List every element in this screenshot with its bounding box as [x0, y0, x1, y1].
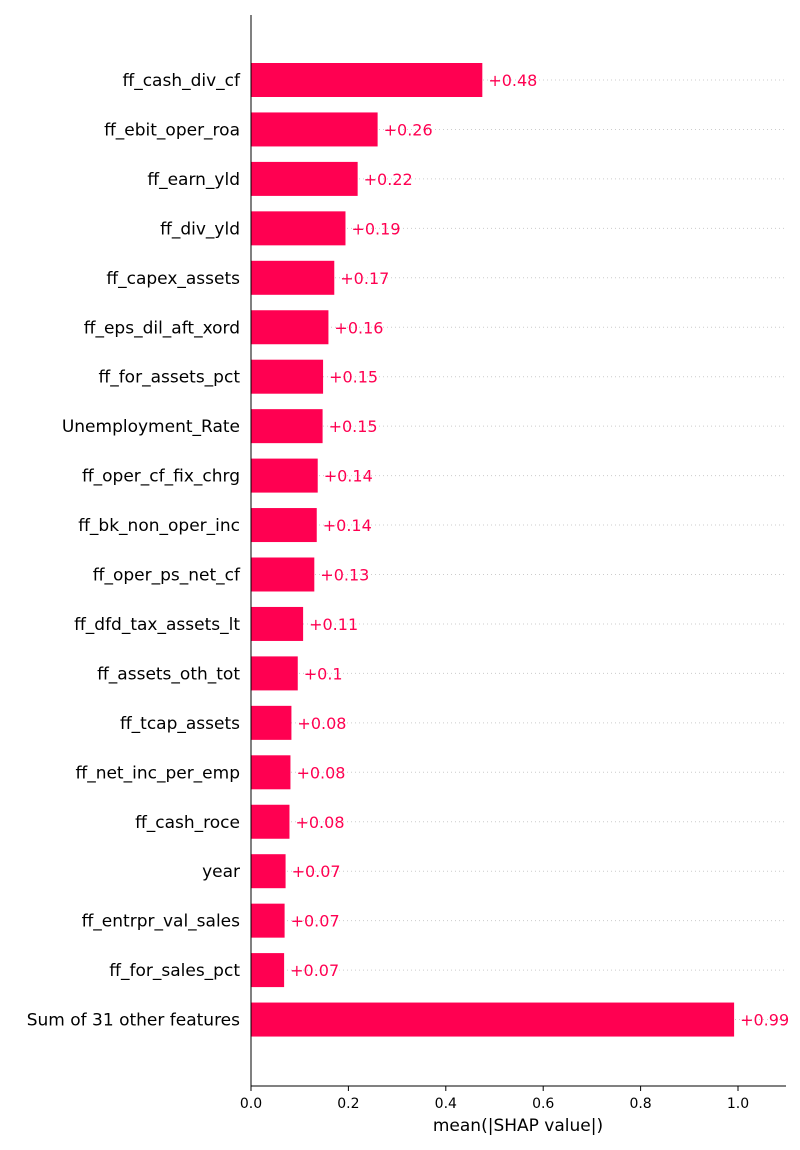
category-label: ff_eps_dil_aft_xord — [84, 318, 240, 338]
value-label: +0.26 — [384, 120, 433, 139]
bar — [251, 310, 329, 345]
bar — [251, 260, 335, 295]
value-label: +0.11 — [309, 615, 358, 634]
category-label: year — [202, 862, 240, 882]
value-label: +0.17 — [340, 269, 389, 288]
category-label: ff_cash_roce — [135, 813, 240, 833]
value-label: +0.07 — [291, 912, 340, 931]
bar — [251, 656, 298, 691]
category-label: ff_div_yld — [160, 219, 240, 239]
bar — [251, 903, 285, 938]
value-label: +0.08 — [296, 763, 345, 782]
category-label: ff_entrpr_val_sales — [82, 912, 241, 932]
category-label: Unemployment_Rate — [62, 417, 240, 437]
value-label: +0.15 — [329, 368, 378, 387]
x-tick-label: 0.2 — [337, 1096, 359, 1112]
bar — [251, 1002, 735, 1037]
value-label: +0.16 — [334, 318, 383, 337]
bar — [251, 557, 315, 592]
category-label: ff_for_assets_pct — [98, 368, 240, 388]
bar — [251, 458, 318, 493]
category-label: Sum of 31 other features — [27, 1011, 240, 1031]
category-label: ff_capex_assets — [106, 269, 240, 289]
bar — [251, 112, 378, 147]
value-label: +0.07 — [292, 862, 341, 881]
category-label: ff_assets_oth_tot — [97, 664, 240, 684]
bar — [251, 409, 323, 444]
category-label: ff_net_inc_per_emp — [75, 763, 240, 783]
x-tick-label: 0.8 — [629, 1096, 651, 1112]
category-label: ff_for_sales_pct — [109, 961, 240, 981]
bar — [251, 705, 292, 740]
category-label: ff_cash_div_cf — [122, 71, 241, 91]
bar-layer — [251, 63, 735, 1037]
bar — [251, 359, 324, 394]
value-label: +0.08 — [297, 714, 346, 733]
value-label: +0.99 — [740, 1011, 789, 1030]
category-label: ff_oper_ps_net_cf — [93, 566, 241, 586]
value-label: +0.13 — [320, 566, 369, 585]
bar — [251, 508, 317, 543]
value-label: +0.48 — [488, 71, 537, 90]
x-tick-layer: 0.0 0.2 0.4 0.6 0.8 1.0 — [240, 1086, 749, 1112]
x-tick-label: 0.0 — [240, 1096, 262, 1112]
bar — [251, 755, 291, 790]
value-label: +0.14 — [324, 467, 373, 486]
x-tick-label: 0.6 — [532, 1096, 554, 1112]
value-label: +0.08 — [295, 813, 344, 832]
bar — [251, 854, 286, 889]
bar — [251, 953, 285, 988]
bar — [251, 161, 358, 196]
category-label: ff_earn_yld — [147, 170, 240, 190]
label-layer: ff_cash_div_cf +0.48 ff_ebit_oper_roa +0.26… — [27, 71, 789, 1031]
value-label: +0.19 — [351, 219, 400, 238]
bar — [251, 804, 290, 839]
category-label: ff_bk_non_oper_inc — [78, 516, 240, 536]
category-label: ff_dfd_tax_assets_lt — [74, 615, 240, 635]
value-label: +0.07 — [290, 961, 339, 980]
category-label: ff_tcap_assets — [120, 714, 240, 734]
category-label: ff_ebit_oper_roa — [104, 120, 240, 140]
value-label: +0.22 — [364, 170, 413, 189]
category-label: ff_oper_cf_fix_chrg — [82, 467, 240, 487]
x-tick-label: 1.0 — [727, 1096, 749, 1112]
value-label: +0.1 — [304, 664, 343, 683]
x-axis-title: mean(|SHAP value|) — [433, 1116, 603, 1136]
x-tick-label: 0.4 — [435, 1096, 457, 1112]
bar — [251, 63, 483, 97]
value-label: +0.15 — [329, 417, 378, 436]
bar — [251, 606, 304, 641]
value-label: +0.14 — [323, 516, 372, 535]
bar — [251, 211, 346, 246]
